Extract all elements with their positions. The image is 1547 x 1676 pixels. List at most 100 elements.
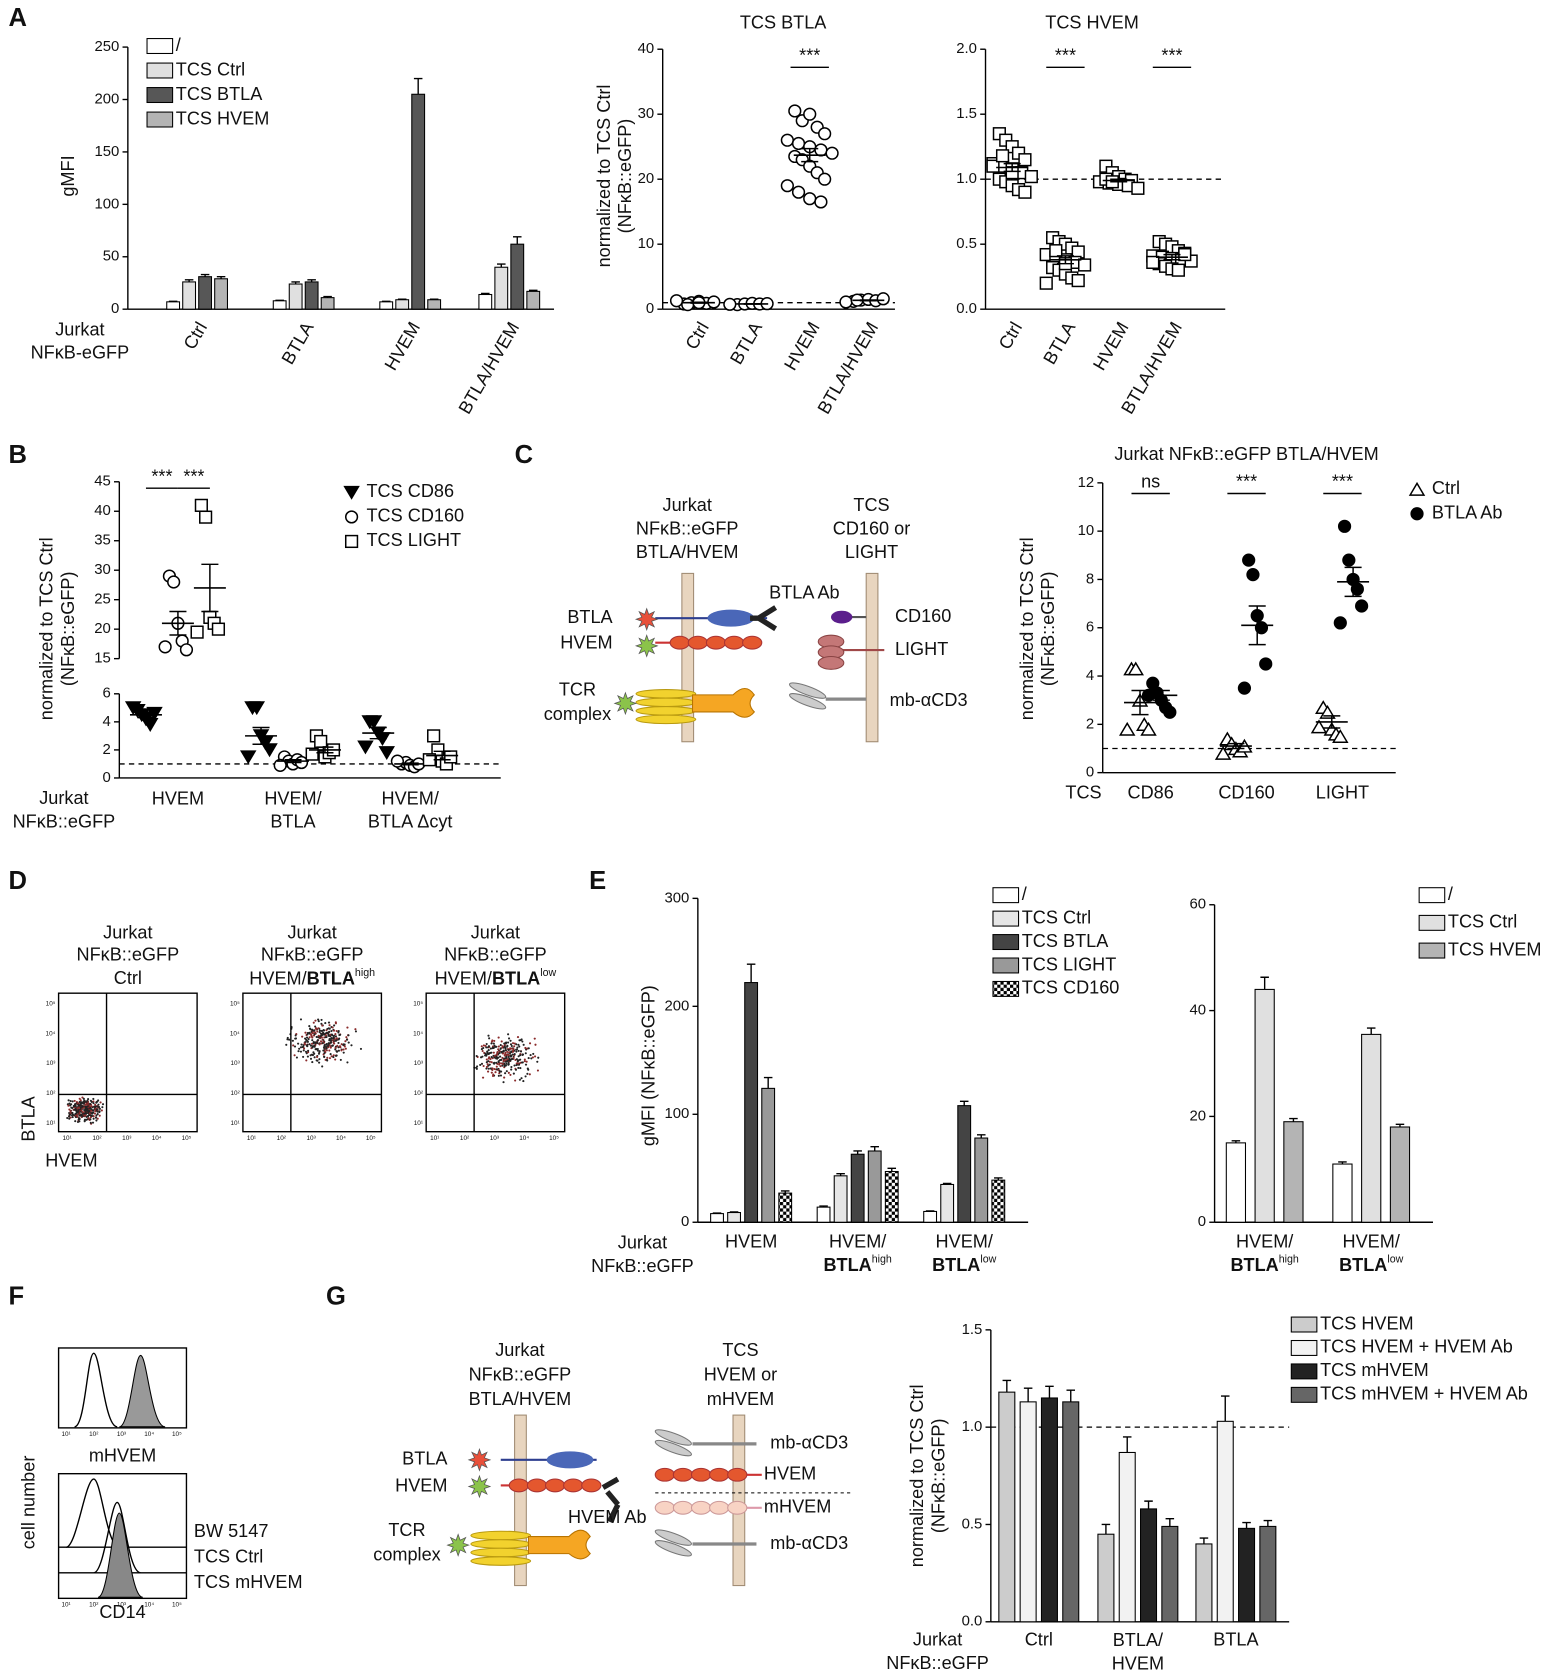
event-dot: [307, 1056, 309, 1058]
event-dot: [526, 1061, 528, 1063]
y-tick-label: 35: [94, 533, 111, 549]
annotation: ns: [1141, 472, 1160, 492]
event-dot: [69, 1114, 71, 1116]
event-dot: [324, 1022, 326, 1024]
decade-label: 10²: [89, 1431, 98, 1438]
event-dot: [305, 1039, 307, 1041]
error-bar: [1045, 1386, 1054, 1398]
y-tick-label: 0.5: [956, 236, 977, 252]
y-tick-label: 20: [638, 171, 655, 187]
error-bar: [870, 1147, 879, 1151]
data-point: [359, 741, 373, 753]
event-dot: [332, 1026, 334, 1028]
event-dot: [534, 1038, 536, 1040]
event-dot: [491, 1061, 493, 1063]
error-bar: [1264, 1521, 1273, 1527]
star-icon: [636, 609, 657, 630]
x-tick-label: BTLAlow: [932, 1253, 997, 1274]
event-dot: [321, 1065, 323, 1067]
decade-label: 10³: [117, 1431, 126, 1438]
legend-marker: [346, 511, 358, 523]
event-dot: [506, 1054, 508, 1056]
tcr-receptor: [693, 688, 755, 717]
event-dot: [487, 1063, 489, 1065]
y-tick-label: 15: [94, 651, 111, 667]
event-dot: [522, 1080, 524, 1082]
event-dot: [311, 1039, 313, 1041]
x-tick-label: Ctrl: [180, 318, 211, 352]
event-dot: [83, 1098, 85, 1100]
decade-label: 10⁴: [336, 1135, 346, 1142]
event-dot: [94, 1104, 96, 1106]
event-dot: [323, 1056, 325, 1058]
bar: [851, 1154, 864, 1222]
event-dot: [482, 1050, 484, 1052]
hist-trace: [119, 1355, 165, 1426]
legend-label: TCS CD86: [367, 481, 455, 501]
annotation: ***: [799, 45, 820, 65]
event-dot: [316, 1030, 318, 1032]
event-dot: [488, 1045, 490, 1047]
legend-swatch: [147, 63, 173, 78]
bar: [380, 302, 393, 309]
plot-title: NFκB::eGFP: [77, 945, 180, 965]
x-tick-label: BTLA: [278, 318, 318, 368]
event-dot: [306, 1033, 308, 1035]
event-dot: [337, 1042, 339, 1044]
event-dot: [100, 1101, 102, 1103]
hist-trace: [98, 1513, 143, 1597]
event-dot: [514, 1053, 516, 1055]
event-dot: [335, 1039, 337, 1041]
y-tick-label: 0: [111, 301, 119, 317]
event-dot: [309, 1027, 311, 1029]
bar: [885, 1172, 898, 1223]
y-tick-label: 1.5: [956, 106, 977, 122]
data-point: [1019, 154, 1031, 166]
bar: [479, 295, 492, 310]
data-point: [445, 751, 457, 763]
event-dot: [519, 1079, 521, 1081]
event-dot: [300, 1018, 302, 1020]
y-tick-label: 20: [1189, 1108, 1206, 1124]
event-dot: [311, 1061, 313, 1063]
event-dot: [298, 1048, 300, 1050]
event-dot: [99, 1115, 101, 1117]
event-dot: [92, 1098, 94, 1100]
event-dot: [506, 1070, 508, 1072]
event-dot: [487, 1071, 489, 1073]
event-dot: [525, 1052, 527, 1054]
event-dot: [305, 1059, 307, 1061]
y-tick-label: 1.0: [962, 1419, 983, 1435]
event-dot: [518, 1050, 520, 1052]
bar: [321, 298, 334, 310]
event-dot: [486, 1066, 488, 1068]
event-dot: [307, 1050, 309, 1052]
bar: [975, 1138, 988, 1222]
event-dot: [327, 1033, 329, 1035]
event-dot: [309, 1036, 311, 1038]
event-dot: [73, 1114, 75, 1116]
diagram-label: LIGHT: [895, 639, 948, 659]
x-tick-label-sup: low: [1387, 1253, 1403, 1265]
event-dot: [491, 1067, 493, 1069]
data-point: [392, 755, 404, 767]
legend-swatch: [1291, 1317, 1317, 1332]
x-tick-label-sup: low: [980, 1253, 996, 1265]
bar: [941, 1184, 954, 1222]
event-dot: [508, 1037, 510, 1039]
event-dot: [74, 1120, 76, 1122]
event-dot: [333, 1024, 335, 1026]
error-bar: [960, 1101, 969, 1105]
x-tick-label: BTLA Δcyt: [368, 811, 453, 831]
bar: [511, 244, 524, 309]
event-dot: [496, 1068, 498, 1070]
event-dot: [348, 1042, 350, 1044]
y-tick-label: 2: [103, 742, 111, 758]
axis-label: NFκB::eGFP: [886, 1653, 989, 1671]
diagram-label: CD160 or: [833, 519, 911, 539]
x-tick-label: HVEM: [1112, 1653, 1164, 1671]
event-dot: [516, 1058, 518, 1060]
event-dot: [343, 1043, 345, 1045]
error-bar: [764, 1078, 773, 1089]
y-tick-label: 100: [664, 1106, 689, 1122]
